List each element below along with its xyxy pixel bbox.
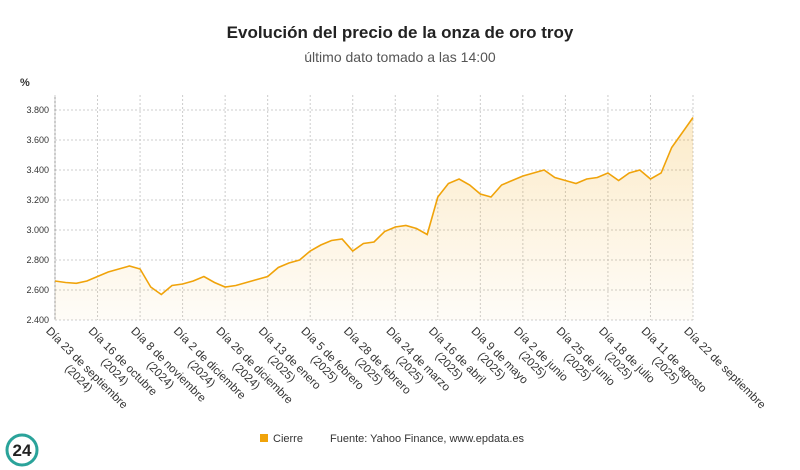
area (55, 117, 693, 320)
y-unit: % (20, 77, 30, 89)
y-tick-label: 2.400 (26, 315, 49, 325)
chart-subtitle: último dato tomado a las 14:00 (304, 49, 496, 65)
y-tick-label: 3.600 (26, 135, 49, 145)
y-tick-label: 3.400 (26, 165, 49, 175)
x-tick-label: Día 22 de septiembre (681, 325, 767, 411)
y-tick-label: 2.600 (26, 285, 49, 295)
chart-title: Evolución del precio de la onza de oro t… (227, 23, 574, 42)
source: Fuente: Yahoo Finance, www.epdata.es (330, 433, 525, 445)
line (54, 117, 694, 296)
logo-ring (5, 433, 39, 467)
legend-label: Cierre (273, 433, 303, 445)
y-tick-label: 2.800 (26, 255, 49, 265)
legend-swatch (260, 434, 268, 442)
y-tick-label: 3.800 (26, 105, 49, 115)
logo: 24 (13, 441, 32, 460)
x-tick-group: Día 22 de septiembre (681, 325, 767, 411)
y-tick-label: 3.000 (26, 225, 49, 235)
y-tick-label: 3.200 (26, 195, 49, 205)
